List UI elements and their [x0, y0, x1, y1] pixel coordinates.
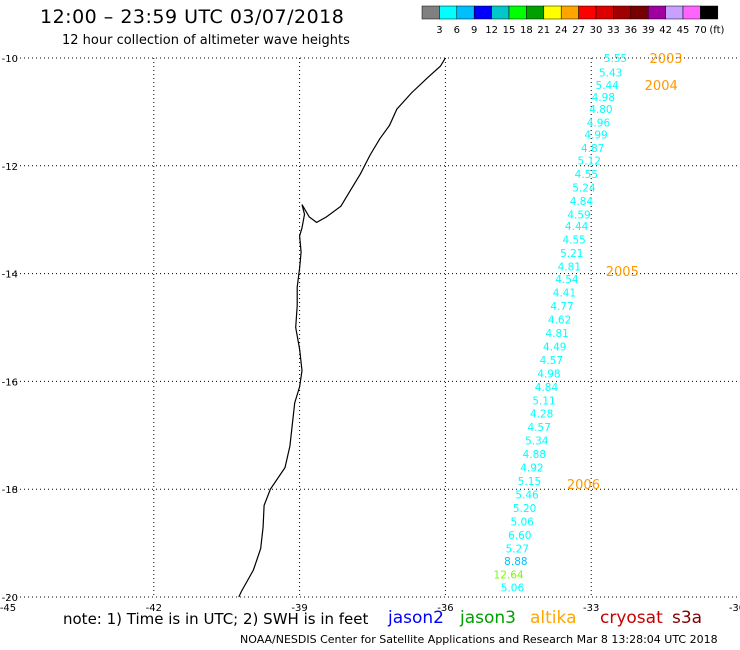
lon-tick-label: -39 — [291, 603, 307, 612]
scale-tick-label: 36 — [624, 25, 637, 36]
wave-height-value: 4.77 — [550, 301, 573, 313]
legend-altika: altika — [530, 608, 577, 628]
lon-tick-label: -33 — [583, 603, 599, 612]
scale-tick-label: 30 — [590, 25, 603, 36]
map-title: 12:00 – 23:59 UTC 03/07/2018 — [40, 6, 345, 28]
scale-tick-label: 39 — [642, 25, 655, 36]
wave-height-value: 4.88 — [523, 449, 546, 461]
scale-unit-label: (ft) — [709, 25, 724, 36]
wave-height-value: 12.64 — [494, 569, 524, 581]
wave-height-value: 5.46 — [515, 490, 539, 502]
wave-height-value: 4.49 — [543, 341, 566, 353]
wave-height-value: 4.84 — [535, 382, 559, 394]
footer-credit: NOAA/NESDIS Center for Satellite Applica… — [240, 633, 718, 646]
altimeter-map: -45 -42 -39 -36 -33 -30 -10 -12 -14 -16 -18 -20 2003… — [0, 52, 740, 612]
scale-tick-label: 18 — [520, 25, 533, 36]
wave-height-value: 4.62 — [548, 314, 571, 326]
scale-tick-label: 33 — [607, 25, 620, 36]
wave-height-value: 4.87 — [581, 143, 604, 155]
scale-tick-label: 21 — [537, 25, 550, 36]
wave-height-value: 4.84 — [570, 196, 594, 208]
track-time-label: 2003 — [650, 52, 683, 67]
scale-tick-label: 24 — [555, 25, 568, 36]
scale-tick-label: 27 — [572, 25, 585, 36]
wave-height-value: 5.06 — [510, 517, 534, 529]
lat-tick-label: -10 — [2, 54, 18, 65]
wave-height-value: 5.34 — [525, 436, 549, 448]
note-text: note: 1) Time is in UTC; 2) SWH is in fe… — [63, 610, 369, 628]
wave-height-value: 5.24 — [572, 182, 596, 194]
wave-height-value: 4.92 — [520, 463, 543, 475]
lon-tick-label: -45 — [0, 603, 16, 612]
wave-height-value: 5.06 — [501, 582, 525, 594]
scale-tick-label: 15 — [503, 25, 516, 36]
wave-height-value: 4.44 — [565, 221, 589, 233]
wave-height-value: 4.96 — [587, 118, 611, 130]
scale-tick-label: 3 — [436, 25, 442, 36]
wave-height-value: 4.59 — [567, 209, 590, 221]
track-time-label: 2006 — [567, 478, 600, 493]
lat-tick-label: -18 — [2, 485, 18, 496]
wave-height-value: 5.27 — [506, 543, 529, 555]
coastline — [238, 57, 446, 598]
wave-height-value: 5.12 — [578, 155, 601, 167]
wave-height-value: 4.80 — [589, 104, 612, 116]
wave-height-value: 6.60 — [508, 530, 531, 542]
wave-height-value: 4.41 — [553, 287, 576, 299]
wave-height-value: 4.54 — [555, 274, 579, 286]
wave-height-value: 4.98 — [537, 368, 560, 380]
legend-s3a: s3a — [672, 608, 703, 628]
wave-height-value: 5.15 — [518, 476, 541, 488]
wave-height-value: 5.55 — [604, 53, 627, 65]
map-subtitle: 12 hour collection of altimeter wave hei… — [62, 33, 350, 48]
wave-height-value: 8.88 — [504, 556, 527, 568]
scale-tick-label: 6 — [454, 25, 460, 36]
lat-tick-label: -16 — [2, 377, 18, 388]
track-time-label: 2004 — [645, 79, 678, 94]
legend-jason3: jason3 — [460, 608, 516, 628]
scale-tick-label: 12 — [485, 25, 498, 36]
lat-tick-label: -20 — [2, 593, 18, 604]
wave-height-value: 4.57 — [528, 422, 551, 434]
legend-jason2: jason2 — [388, 608, 444, 628]
track-time-label: 2005 — [606, 265, 639, 280]
wave-height-value: 4.81 — [558, 262, 581, 274]
wave-height-value: 4.98 — [592, 92, 615, 104]
wave-height-value: 5.11 — [532, 395, 555, 407]
wave-height-value: 4.55 — [575, 169, 598, 181]
lon-tick-label: -42 — [146, 603, 162, 612]
scale-swatch — [700, 5, 719, 20]
wave-height-value: 5.43 — [599, 68, 622, 80]
scale-tick-label: 45 — [677, 25, 690, 36]
lon-tick-label: -30 — [729, 603, 740, 612]
wave-height-value: 4.99 — [584, 130, 607, 142]
wave-height-value: 4.55 — [562, 235, 585, 247]
legend-cryosat: cryosat — [600, 608, 663, 628]
wave-height-value: 5.44 — [596, 80, 620, 92]
scale-tick-label: 9 — [471, 25, 477, 36]
lat-tick-label: -14 — [2, 270, 18, 281]
lat-tick-label: -12 — [2, 162, 18, 173]
wave-height-value: 4.81 — [545, 328, 568, 340]
wave-height-value: 5.20 — [513, 503, 536, 515]
wave-height-value: 5.21 — [560, 248, 583, 260]
scale-tick-label: 42 — [659, 25, 672, 36]
scale-tick-label: 70 — [694, 25, 707, 36]
lon-tick-label: -36 — [437, 603, 453, 612]
color-scale-legend: 3 6 9 12 15 18 21 24 27 30 33 36 39 42 45 70 (ft) — [421, 5, 725, 36]
wave-height-value: 4.57 — [540, 355, 563, 367]
wave-height-value: 4.28 — [530, 409, 553, 421]
